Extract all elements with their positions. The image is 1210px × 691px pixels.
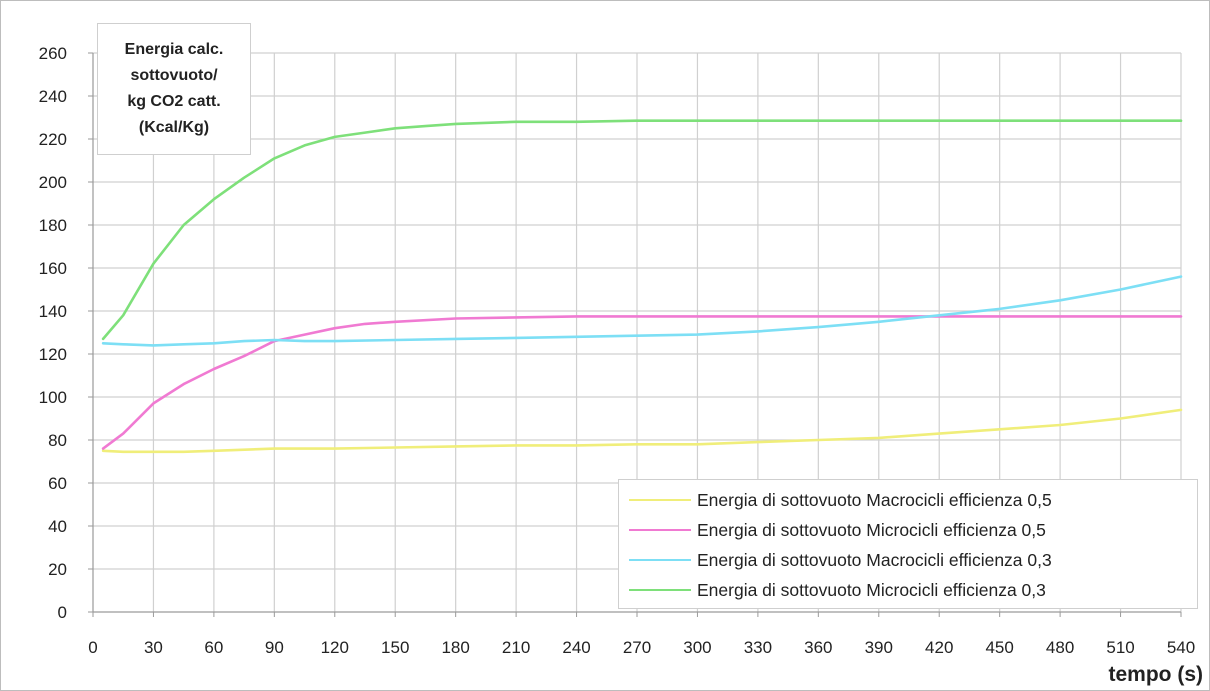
y-tick-label: 100 [39,388,67,407]
x-tick-label: 150 [381,638,409,657]
legend-item: Energia di sottovuoto Microcicli efficie… [629,575,1197,605]
x-tick-label: 180 [441,638,469,657]
y-tick-label: 240 [39,87,67,106]
y-tick-label: 0 [58,603,67,622]
x-tick-label: 0 [88,638,97,657]
x-tick-label: 120 [321,638,349,657]
y-tick-label: 40 [48,517,67,536]
legend-swatch [629,529,691,531]
legend-label: Energia di sottovuoto Microcicli efficie… [697,579,1046,600]
y-tick-label: 20 [48,560,67,579]
y-axis-label-line: Energia calc. [124,41,224,58]
y-tick-label: 80 [48,431,67,450]
x-tick-label: 420 [925,638,953,657]
x-tick-label: 240 [562,638,590,657]
x-tick-label: 390 [865,638,893,657]
x-tick-label: 30 [144,638,163,657]
series-line [101,275,1183,347]
x-tick-label: 540 [1167,638,1195,657]
y-tick-label: 160 [39,259,67,278]
chart-legend: Energia di sottovuoto Macrocicli efficie… [618,479,1198,609]
series-line [101,119,1183,341]
x-tick-label: 300 [683,638,711,657]
y-tick-label: 180 [39,216,67,235]
x-tick-label: 210 [502,638,530,657]
y-axis-label-line: (Kcal/Kg) [138,119,210,136]
legend-label: Energia di sottovuoto Macrocicli efficie… [697,489,1052,510]
legend-swatch [629,499,691,501]
y-axis-label-line: sottovuoto/ [130,67,218,84]
x-tick-label: 480 [1046,638,1074,657]
legend-label: Energia di sottovuoto Macrocicli efficie… [697,549,1052,570]
y-axis-label-line: kg CO2 catt. [127,93,221,110]
y-tick-label: 120 [39,345,67,364]
legend-item: Energia di sottovuoto Macrocicli efficie… [629,485,1197,515]
x-tick-label: 450 [985,638,1013,657]
y-tick-label: 260 [39,44,67,63]
legend-label: Energia di sottovuoto Microcicli efficie… [697,519,1046,540]
series-line [101,315,1183,450]
y-tick-label: 60 [48,474,67,493]
x-tick-label: 60 [204,638,223,657]
x-tick-label: 270 [623,638,651,657]
y-axis-label: Energia calc. sottovuoto/ kg CO2 catt. (… [97,23,251,155]
y-tick-label: 200 [39,173,67,192]
series-line [101,408,1183,454]
y-tick-label: 140 [39,302,67,321]
x-tick-label: 330 [744,638,772,657]
x-tick-label: 360 [804,638,832,657]
legend-swatch [629,559,691,561]
x-tick-label: 90 [265,638,284,657]
legend-swatch [629,589,691,591]
legend-item: Energia di sottovuoto Microcicli efficie… [629,515,1197,545]
y-tick-label: 220 [39,130,67,149]
x-axis-label: tempo (s) [1108,663,1204,686]
legend-item: Energia di sottovuoto Macrocicli efficie… [629,545,1197,575]
x-tick-label: 510 [1106,638,1134,657]
